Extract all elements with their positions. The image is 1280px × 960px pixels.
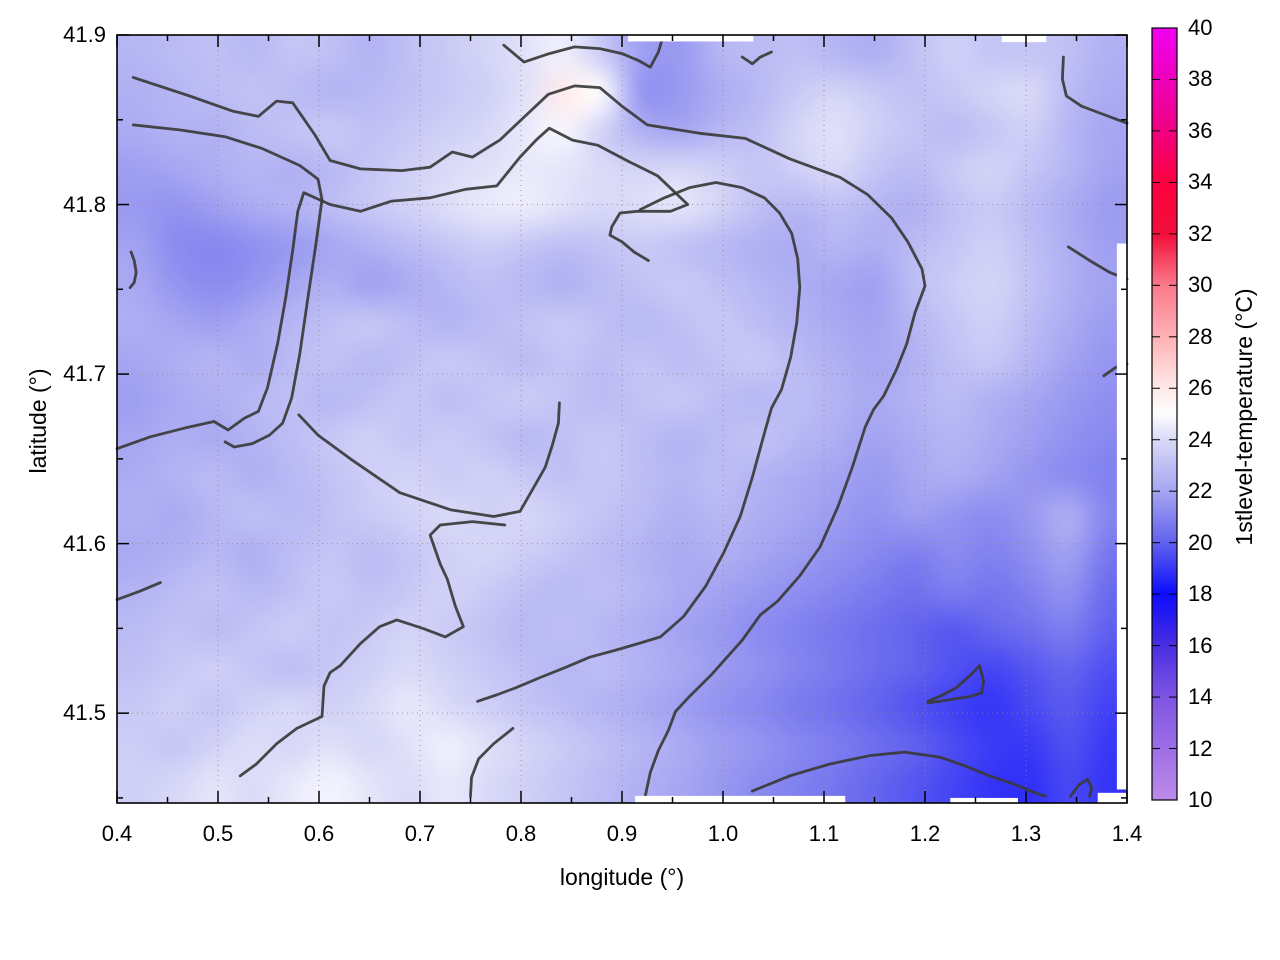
colorbar-tick-label: 10 bbox=[1188, 787, 1213, 812]
colorbar-canvas bbox=[1152, 28, 1177, 800]
contour-line bbox=[502, 40, 663, 69]
colorbar-tick-label: 20 bbox=[1188, 529, 1213, 555]
contour-line bbox=[926, 664, 985, 705]
x-tick-label: 0.8 bbox=[505, 821, 537, 846]
y-tick-label: 41.5 bbox=[63, 700, 106, 726]
colorbar-border bbox=[1151, 27, 1178, 801]
contour-line bbox=[750, 750, 1047, 798]
colorbar-tick-label: 18 bbox=[1188, 581, 1213, 607]
missing-data-gap bbox=[950, 797, 1018, 803]
colorbar-tick-label: 30 bbox=[1188, 272, 1213, 298]
colorbar-tick-label: 16 bbox=[1188, 632, 1213, 658]
contour-line bbox=[128, 250, 138, 290]
contour-line bbox=[131, 123, 324, 449]
contour-line bbox=[1061, 55, 1129, 125]
y-tick-label: 41.8 bbox=[63, 191, 106, 217]
colorbar-tick-label: 36 bbox=[1188, 117, 1213, 143]
contour-line bbox=[476, 181, 802, 703]
x-tick-label: 1.2 bbox=[909, 821, 941, 846]
colorbar-tick-label: 24 bbox=[1188, 426, 1213, 452]
y-tick-label: 41.9 bbox=[63, 22, 106, 47]
colorbar-tick-label: 32 bbox=[1188, 220, 1213, 246]
missing-data-gap bbox=[1116, 243, 1127, 790]
contour-line bbox=[1069, 777, 1094, 798]
x-tick-label: 0.9 bbox=[606, 821, 638, 846]
x-tick-label: 0.7 bbox=[404, 821, 436, 846]
y-tick-label: 41.7 bbox=[63, 361, 106, 387]
missing-data-gap bbox=[1097, 792, 1127, 803]
colorbar-tick-label: 12 bbox=[1188, 735, 1213, 761]
colorbar-title: 1stlevel-temperature (°C) bbox=[1231, 288, 1257, 546]
colorbar-tick-label: 14 bbox=[1188, 684, 1213, 710]
contour-line bbox=[469, 727, 515, 798]
contour-line bbox=[115, 581, 162, 601]
x-tick-label: 0.6 bbox=[303, 821, 335, 846]
colorbar-tick-label: 26 bbox=[1188, 375, 1213, 401]
contour-line bbox=[297, 401, 561, 518]
x-tick-label: 0.4 bbox=[101, 821, 133, 846]
x-tick-label: 1.3 bbox=[1010, 821, 1042, 846]
contour-line bbox=[115, 126, 690, 451]
colorbar-tick-label: 28 bbox=[1188, 323, 1213, 349]
missing-data-gap bbox=[635, 795, 846, 803]
y-tick-label: 41.6 bbox=[63, 530, 106, 556]
x-tick-label: 1.4 bbox=[1111, 821, 1143, 846]
missing-data-gap bbox=[1001, 35, 1047, 43]
x-axis-title: longitude (°) bbox=[559, 864, 685, 890]
contour-line bbox=[131, 76, 927, 798]
y-axis-title: latitude (°) bbox=[25, 368, 51, 474]
contour-line bbox=[740, 50, 773, 66]
colorbar-tick-label: 40 bbox=[1188, 15, 1213, 40]
x-tick-label: 1.0 bbox=[707, 821, 739, 846]
x-tick-label: 1.1 bbox=[808, 821, 840, 846]
contour-line bbox=[238, 520, 507, 778]
x-tick-label: 0.5 bbox=[202, 821, 234, 846]
colorbar-tick-label: 22 bbox=[1188, 478, 1213, 504]
colorbar-tick-label: 38 bbox=[1188, 66, 1213, 92]
colorbar-tick-label: 34 bbox=[1188, 169, 1213, 195]
missing-data-gap bbox=[628, 35, 754, 42]
